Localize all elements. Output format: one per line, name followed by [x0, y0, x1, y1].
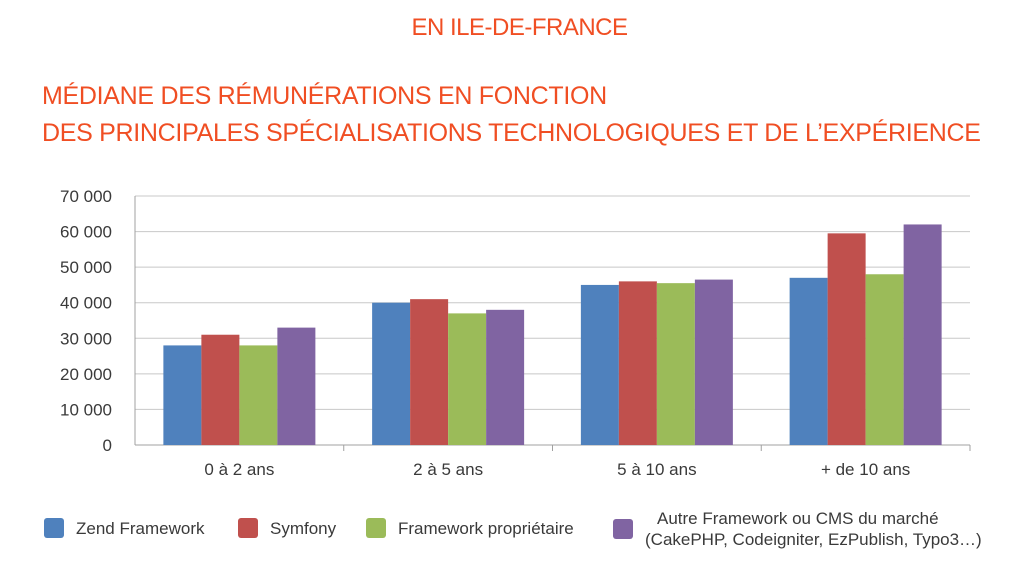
- bar: [827, 233, 866, 445]
- chart-title: MÉDIANE DES RÉMUNÉRATIONS EN FONCTION DE…: [42, 78, 981, 152]
- x-tick-label: + de 10 ans: [821, 460, 910, 479]
- bar: [410, 299, 449, 445]
- y-tick-label: 60 000: [60, 223, 112, 242]
- y-tick-label: 30 000: [60, 329, 112, 348]
- y-tick-label: 40 000: [60, 294, 112, 313]
- region-title: EN ILE-DE-FRANCE: [411, 14, 628, 41]
- y-tick-label: 50 000: [60, 258, 112, 277]
- bar: [694, 279, 733, 445]
- x-tick-label: 5 à 10 ans: [617, 460, 696, 479]
- y-tick-label: 70 000: [60, 187, 112, 206]
- bar: [486, 309, 525, 445]
- bar: [903, 224, 942, 445]
- bar: [865, 274, 904, 445]
- bar: [618, 281, 657, 445]
- x-tick-label: 0 à 2 ans: [204, 460, 274, 479]
- chart-title-line-2: DES PRINCIPALES SPÉCIALISATIONS TECHNOLO…: [42, 119, 981, 147]
- bar: [277, 327, 316, 445]
- bar: [239, 345, 278, 445]
- y-tick-label: 20 000: [60, 365, 112, 384]
- x-tick-label: 2 à 5 ans: [413, 460, 483, 479]
- bar: [448, 313, 487, 445]
- bar: [789, 277, 828, 445]
- bar: [201, 334, 240, 445]
- bar: [580, 284, 619, 445]
- bar: [372, 302, 411, 445]
- bar: [656, 283, 695, 445]
- chart-title-line-1: MÉDIANE DES RÉMUNÉRATIONS EN FONCTION: [42, 82, 607, 110]
- y-tick-label: 0: [103, 436, 112, 455]
- y-tick-label: 10 000: [60, 400, 112, 419]
- bar: [163, 345, 202, 445]
